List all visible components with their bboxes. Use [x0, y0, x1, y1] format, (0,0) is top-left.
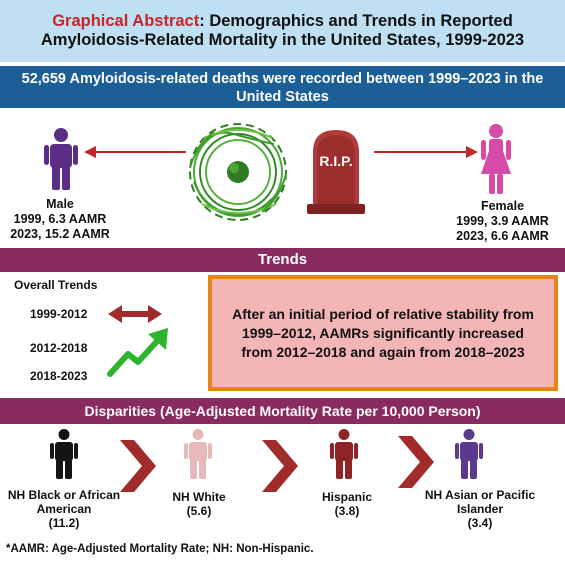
title-highlight: Graphical Abstract [52, 12, 200, 30]
female-1999: 1999, 3.9 AAMR [456, 214, 549, 228]
group-asian: NH Asian or Pacific Islander (3.4) [420, 488, 540, 530]
period-2018-2023: 2018-2023 [30, 369, 88, 383]
group-hispanic: Hispanic (3.8) [300, 490, 394, 518]
female-label: Female [480, 199, 525, 213]
chevron-right-icon [398, 436, 434, 488]
arrow-left-icon [84, 146, 186, 158]
amyloid-fibrils-icon [189, 123, 287, 221]
male-label: Male [46, 197, 74, 211]
trends-header: Trends [257, 251, 308, 268]
female-2023: 2023, 6.6 AAMR [456, 229, 549, 243]
group-black-value: (11.2) [48, 516, 80, 530]
male-icon [44, 128, 78, 190]
disparities-banner: Disparities (Age-Adjusted Mortality Rate… [0, 398, 565, 424]
arrow-right-icon [374, 146, 478, 158]
female-info: Female 1999, 3.9 AAMR 2023, 6.6 AAMR [440, 199, 565, 244]
group-white-value: (5.6) [186, 504, 212, 518]
title-text: : Demographics and Trends in Reported Am… [40, 12, 525, 49]
chevron-right-icon [120, 440, 156, 492]
title-banner: Graphical Abstract: Demographics and Tre… [0, 0, 565, 62]
group-hispanic-value: (3.8) [334, 504, 360, 518]
female-icon [481, 124, 511, 194]
trend-up-arrow-icon [107, 328, 168, 377]
headline-banner: 52,659 Amyloidosis-related deaths were r… [0, 66, 565, 108]
male-2023: 2023, 15.2 AAMR [10, 227, 110, 241]
group-hispanic-name: Hispanic [321, 490, 372, 504]
trends-banner: Trends [0, 248, 565, 272]
callout-text: After an initial period of relative stab… [232, 305, 534, 360]
headline-text: 52,659 Amyloidosis-related deaths were r… [21, 71, 544, 105]
tombstone-icon [307, 130, 365, 214]
footnote: *AAMR: Age-Adjusted Mortality Rate; NH: … [6, 543, 314, 555]
person-black-icon [50, 429, 78, 479]
overall-trends-label: Overall Trends [14, 278, 98, 292]
disparities-header: Disparities (Age-Adjusted Mortality Rate… [84, 403, 481, 419]
period-1999-2012: 1999-2012 [30, 307, 88, 321]
person-hispanic-icon [330, 429, 358, 479]
male-1999: 1999, 6.3 AAMR [13, 212, 107, 226]
person-white-icon [184, 429, 212, 479]
chevron-right-icon [262, 440, 298, 492]
period-2012-2018: 2012-2018 [30, 341, 88, 355]
group-white-name: NH White [172, 490, 226, 504]
tombstone-text: R.I.P. [319, 153, 353, 169]
male-info: Male 1999, 6.3 AAMR 2023, 15.2 AAMR [0, 197, 120, 242]
group-asian-name: NH Asian or Pacific Islander [424, 488, 536, 516]
double-arrow-icon [108, 305, 162, 323]
group-black-name: NH Black or African American [7, 488, 121, 516]
trends-callout: After an initial period of relative stab… [208, 275, 558, 391]
person-asian-icon [455, 429, 483, 479]
group-white: NH White (5.6) [152, 490, 246, 518]
group-black: NH Black or African American (11.2) [0, 488, 128, 530]
group-asian-value: (3.4) [467, 516, 493, 530]
